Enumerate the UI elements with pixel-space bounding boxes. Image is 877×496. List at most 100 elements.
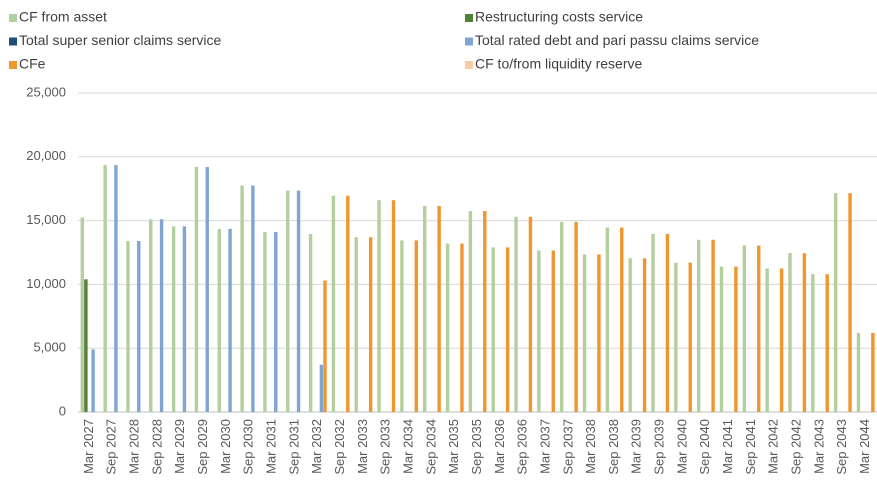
x-tick-label: Sep 2041 [743,419,758,475]
bar [483,211,487,412]
bar [605,227,610,412]
bar [126,241,130,412]
bar [137,241,141,412]
legend-swatch [9,61,17,69]
x-tick-label: Sep 2037 [560,419,575,475]
bar [620,227,624,412]
bar [528,216,533,412]
bar [414,240,418,412]
bar [377,200,381,412]
legend-label: CFe [19,56,46,72]
x-tick-label: Mar 2033 [355,419,370,474]
x-tick-label: Sep 2027 [104,419,119,475]
x-tick-label: Sep 2034 [423,419,438,475]
x-tick-label: Mar 2037 [537,419,552,474]
bar [308,233,313,412]
bar [251,185,255,412]
x-tick-label: Mar 2044 [857,419,872,474]
bar [491,247,495,412]
bar [779,268,784,412]
x-tick-label: Mar 2034 [400,419,415,474]
legend-label: CF from asset [19,9,107,25]
bar [674,262,678,412]
y-tick-label: 25,000 [26,84,66,99]
bar [182,226,187,412]
y-tick-label: 5,000 [33,340,66,355]
x-tick-label: Sep 2028 [149,419,164,475]
x-tick-label: Mar 2027 [81,419,96,474]
x-tick-label: Mar 2040 [674,419,689,474]
x-tick-label: Sep 2042 [789,419,804,475]
x-tick-label: Sep 2040 [697,419,712,475]
x-tick-label: Mar 2032 [309,419,324,474]
bar [734,266,738,412]
x-tick-label: Sep 2038 [606,419,621,475]
bar [757,245,761,412]
bar [505,247,510,412]
y-tick-label: 15,000 [26,212,66,227]
bar [205,167,209,412]
x-tick-label: Mar 2028 [127,419,142,474]
bar [825,274,829,412]
bar [159,219,164,412]
bar [665,233,670,412]
bar [742,245,747,412]
bar [460,243,464,412]
bar [582,254,587,412]
bar [391,200,396,412]
bar [711,239,715,412]
x-tick-label: Mar 2041 [720,419,735,474]
bar [597,254,601,412]
bar [319,364,324,412]
x-tick-label: Sep 2039 [652,419,667,475]
bar [103,165,107,412]
bar [642,258,647,412]
bar [80,217,84,412]
x-tick-label: Sep 2030 [241,419,256,475]
bar [696,239,701,412]
bar [194,167,199,412]
bar [560,221,564,412]
bar [331,195,336,412]
bar [296,190,301,412]
x-tick-label: Sep 2043 [834,419,849,475]
x-tick-label: Sep 2033 [378,419,393,475]
bar [217,228,221,412]
bar [651,233,655,412]
y-tick-label: 10,000 [26,276,66,291]
bar [354,237,358,412]
bar [871,332,875,412]
legend-swatch [465,61,473,69]
x-tick-label: Mar 2030 [218,419,233,474]
bar [811,274,815,412]
x-tick-label: Mar 2036 [492,419,507,474]
legend-swatch [465,14,473,22]
bar [574,221,578,412]
bar [514,216,518,412]
bar [848,193,852,412]
bar [468,211,473,412]
bar [445,243,450,412]
legend-swatch [465,37,473,46]
y-tick-label: 20,000 [26,148,66,163]
bar [84,279,88,412]
x-tick-label: Mar 2038 [583,419,598,474]
x-tick-label: Mar 2031 [263,419,278,474]
bar [228,228,232,412]
x-tick-label: Sep 2031 [286,419,301,475]
x-tick-label: Mar 2029 [172,419,187,474]
x-tick-label: Sep 2029 [195,419,210,475]
bar [551,250,555,412]
legend-label: Total super senior claims service [19,32,222,48]
bar [274,232,278,412]
legend-label: Total rated debt and pari passu claims s… [475,32,759,48]
x-tick-label: Mar 2039 [629,419,644,474]
bar [765,268,769,412]
bar [537,250,541,412]
x-tick-label: Mar 2035 [446,419,461,474]
legend-swatch [9,37,17,46]
bar [286,190,290,412]
bar [263,232,267,412]
y-tick-label: 0 [59,403,66,418]
